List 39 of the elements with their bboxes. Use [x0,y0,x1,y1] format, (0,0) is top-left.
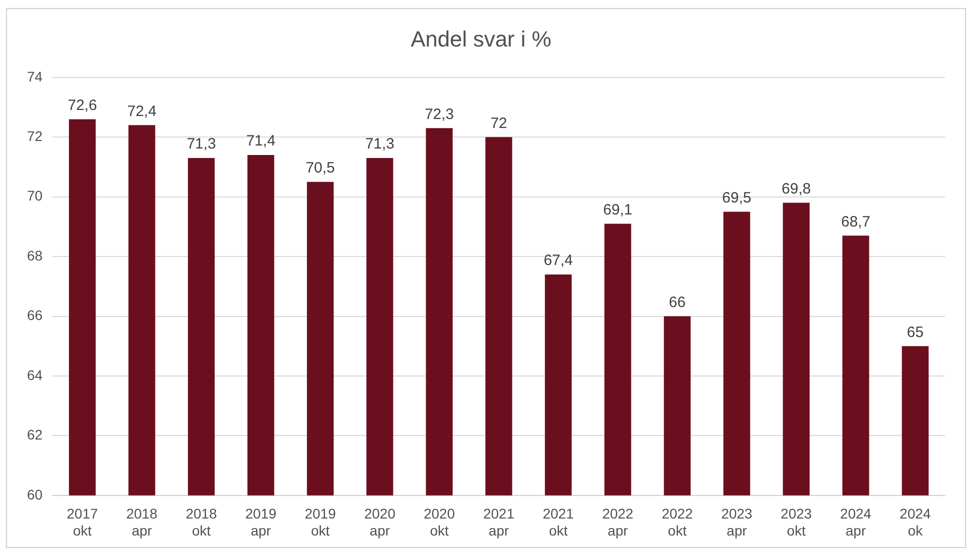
data-label: 65 [906,324,924,341]
data-label: 69,5 [722,189,752,206]
x-tick-label: 2023 apr [721,506,753,538]
data-label: 72 [490,114,508,132]
x-tick-label: 2021 okt [542,506,574,538]
data-label: 72,4 [127,102,156,120]
data-label: 67,4 [544,252,573,270]
x-tick-label: 2017 okt [66,506,98,538]
x-tick-label: 2024 ok [900,506,932,538]
y-tick-label: 64 [26,366,43,383]
data-label: 71,3 [365,136,394,153]
x-tick-label: 2023 okt [780,506,812,538]
y-tick-label: 60 [26,486,43,502]
x-tick-label: 2020 apr [364,506,396,538]
data-label: 72,3 [424,106,454,123]
chart-title: Andel svar i % [410,26,552,52]
x-tick-label: 2020 okt [424,506,456,538]
x-tick-label: 2024 apr [840,506,872,538]
data-label: 66 [668,294,686,311]
data-label: 71,3 [186,136,216,153]
data-label: 70,5 [306,160,335,177]
data-label: 69,1 [603,201,632,218]
y-tick-label: 66 [26,307,43,324]
data-label: 72,6 [68,96,97,114]
data-label: 68,7 [841,213,870,230]
y-tick-label: 74 [26,68,43,84]
x-tick-label: 2021 apr [483,506,515,538]
y-tick-label: 72 [26,128,43,144]
x-tick-label: 2019 okt [304,506,336,538]
x-tick-label: 2022 okt [662,506,694,538]
x-tick-label: 2022 apr [602,506,634,538]
x-tick-label: 2018 okt [186,506,218,538]
y-tick-label: 62 [26,426,43,443]
y-tick-label: 68 [26,247,43,264]
y-tick-label: 70 [26,188,43,204]
data-label: 71,4 [246,132,276,150]
x-tick-label: 2018 apr [126,506,158,538]
x-tick-label: 2019 apr [245,506,277,538]
data-label: 69,8 [782,180,811,198]
